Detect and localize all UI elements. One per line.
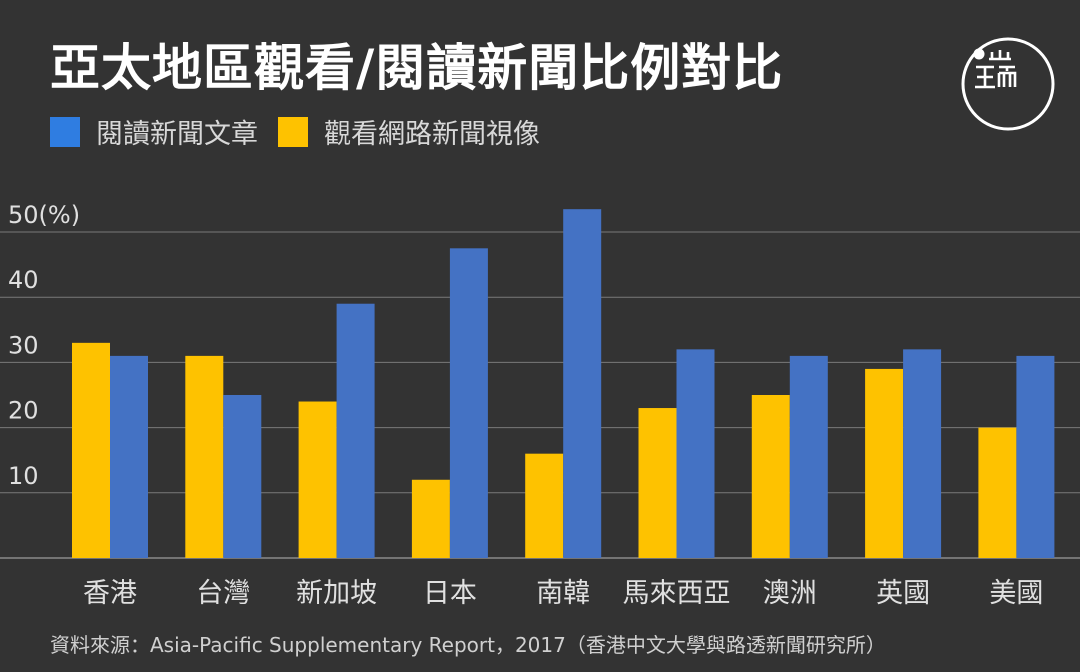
端-logo-icon: [961, 37, 1055, 131]
bar-read-article: [676, 349, 715, 558]
bar-read-article: [903, 349, 942, 558]
x-tick-label: 新加坡: [296, 578, 377, 609]
bar-read-article: [449, 248, 488, 559]
x-tick-label: 馬來西亞: [623, 578, 731, 609]
legend-swatch-read: [50, 116, 80, 147]
legend-swatch-watch: [278, 116, 308, 147]
bar-watch-video: [751, 395, 790, 558]
legend-label-watch: 觀看網路新聞視像: [324, 119, 540, 150]
bar-chart: 10 20 30 40 50(%) 香港 台灣 新加坡 日本 南韓 馬來西亞 澳洲 英國 美國: [0, 201, 1080, 609]
bar-read-article: [563, 209, 602, 558]
bar-read-article: [223, 395, 262, 558]
x-tick-label: 日本: [423, 578, 477, 609]
y-tick-label: 40: [8, 266, 39, 294]
legend-item-read: 閱讀新聞文章: [50, 112, 258, 151]
bar-read-article: [789, 355, 828, 558]
legend-item-watch: 觀看網路新聞視像: [278, 112, 540, 151]
y-tick-label: 50(%): [8, 201, 80, 229]
x-tick-label: 南韓: [536, 578, 590, 609]
y-tick-label: 30: [8, 331, 39, 359]
bar-read-article: [110, 355, 148, 558]
y-tick-label: 10: [8, 462, 39, 490]
bar-watch-video: [638, 408, 677, 558]
bar-watch-video: [185, 355, 224, 558]
legend-label-read: 閱讀新聞文章: [96, 119, 258, 150]
x-tick-label: 美國: [989, 578, 1043, 609]
bar-read-article: [336, 303, 375, 558]
x-tick-label: 英國: [876, 578, 930, 609]
y-tick-label: 20: [8, 397, 39, 425]
x-tick-label: 澳洲: [763, 578, 817, 609]
bar-watch-video: [525, 453, 564, 558]
x-tick-label: 台灣: [196, 578, 250, 609]
bar-watch-video: [72, 342, 110, 558]
bar-read-article: [1016, 355, 1055, 558]
legend: 閱讀新聞文章 觀看網路新聞視像: [50, 112, 560, 151]
x-tick-label: 香港: [83, 578, 137, 609]
bar-watch-video: [978, 427, 1017, 558]
chart-title: 亞太地區觀看/閱讀新聞比例對比: [50, 39, 784, 97]
bar-watch-video: [865, 368, 904, 558]
source-note: 資料來源：Asia-Pacific Supplementary Report，2…: [50, 633, 886, 657]
bar-watch-video: [411, 479, 450, 558]
bar-watch-video: [298, 401, 337, 558]
